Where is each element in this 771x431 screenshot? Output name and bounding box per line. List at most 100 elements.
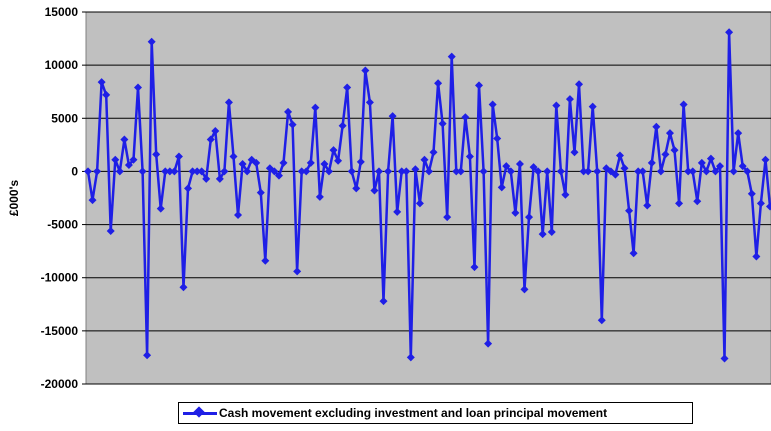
y-tick-label: 0 <box>71 164 78 178</box>
data-point <box>475 81 484 90</box>
data-point <box>538 230 547 239</box>
data-point <box>561 190 570 199</box>
data-point <box>347 167 356 176</box>
data-point <box>411 165 420 174</box>
y-tick-label: 15000 <box>45 5 79 19</box>
data-point <box>647 158 656 167</box>
data-point <box>525 213 534 222</box>
data-point <box>243 167 252 176</box>
data-point <box>434 79 443 88</box>
data-point <box>734 129 743 138</box>
data-point <box>720 354 729 363</box>
data-point <box>120 135 129 144</box>
data-point <box>165 167 174 176</box>
data-point <box>615 151 624 160</box>
data-point <box>84 167 92 176</box>
data-point <box>611 170 620 179</box>
data-point <box>552 101 561 110</box>
data-point <box>161 167 170 176</box>
data-point <box>461 113 470 122</box>
data-point <box>229 152 238 161</box>
data-point <box>520 285 529 294</box>
data-point <box>465 152 474 161</box>
data-point <box>597 316 606 325</box>
data-point <box>261 256 270 265</box>
data-point <box>711 167 720 176</box>
data-point <box>384 167 393 176</box>
data-point <box>388 112 397 121</box>
data-point <box>693 197 702 206</box>
y-axis-tick-labels: 15000 10000 5000 0 -5000 -10000 -15000 -20000 <box>41 5 79 391</box>
data-point <box>629 249 638 258</box>
data-point <box>147 37 156 46</box>
data-point <box>93 167 102 176</box>
data-point <box>456 167 465 176</box>
data-point <box>370 186 379 195</box>
data-point <box>584 167 593 176</box>
data-point <box>338 121 347 130</box>
y-tick-label: -15000 <box>41 324 79 338</box>
data-point <box>556 167 565 176</box>
y-tick-label: -5000 <box>47 218 78 232</box>
data-point <box>620 164 629 173</box>
data-point <box>747 189 756 198</box>
data-point <box>274 171 283 180</box>
data-point <box>443 213 452 222</box>
data-point <box>97 78 106 87</box>
data-point <box>311 103 320 112</box>
data-point <box>206 135 215 144</box>
data-point <box>679 100 688 109</box>
data-point <box>329 146 338 155</box>
data-point <box>365 98 374 107</box>
data-point <box>543 167 552 176</box>
data-point <box>565 95 574 104</box>
data-point <box>420 155 429 164</box>
data-point <box>697 158 706 167</box>
data-point <box>315 192 324 201</box>
data-point <box>279 158 288 167</box>
data-point <box>224 98 233 107</box>
data-point <box>688 167 697 176</box>
data-point <box>665 129 674 138</box>
data-point <box>188 167 197 176</box>
data-point <box>393 207 402 216</box>
data-point <box>725 28 734 37</box>
data-point <box>706 154 715 163</box>
series-markers <box>84 28 771 363</box>
data-point <box>652 122 661 131</box>
data-point <box>756 199 765 208</box>
data-point <box>374 167 383 176</box>
data-point <box>115 167 124 176</box>
data-point <box>438 119 447 128</box>
data-point <box>643 201 652 210</box>
legend: Cash movement excluding investment and l… <box>178 402 693 424</box>
data-point <box>238 159 247 168</box>
data-point <box>320 159 329 168</box>
data-point <box>215 174 224 183</box>
data-point <box>124 161 133 170</box>
data-point <box>129 155 138 164</box>
data-point <box>288 120 297 129</box>
data-point <box>506 167 515 176</box>
data-point <box>152 150 161 159</box>
data-point <box>670 146 679 155</box>
data-point <box>343 83 352 92</box>
data-point <box>470 263 479 272</box>
data-point <box>752 252 761 261</box>
data-point <box>193 167 202 176</box>
data-point <box>211 127 220 136</box>
plot-area <box>85 11 771 385</box>
data-point <box>306 158 315 167</box>
data-point <box>297 167 306 176</box>
data-point <box>170 167 179 176</box>
data-point <box>625 206 634 215</box>
data-point <box>252 158 261 167</box>
data-point <box>497 183 506 192</box>
data-point <box>634 167 643 176</box>
data-point <box>302 167 311 176</box>
data-point <box>143 351 152 360</box>
data-point <box>270 167 279 176</box>
data-point <box>479 167 488 176</box>
data-point <box>675 199 684 208</box>
